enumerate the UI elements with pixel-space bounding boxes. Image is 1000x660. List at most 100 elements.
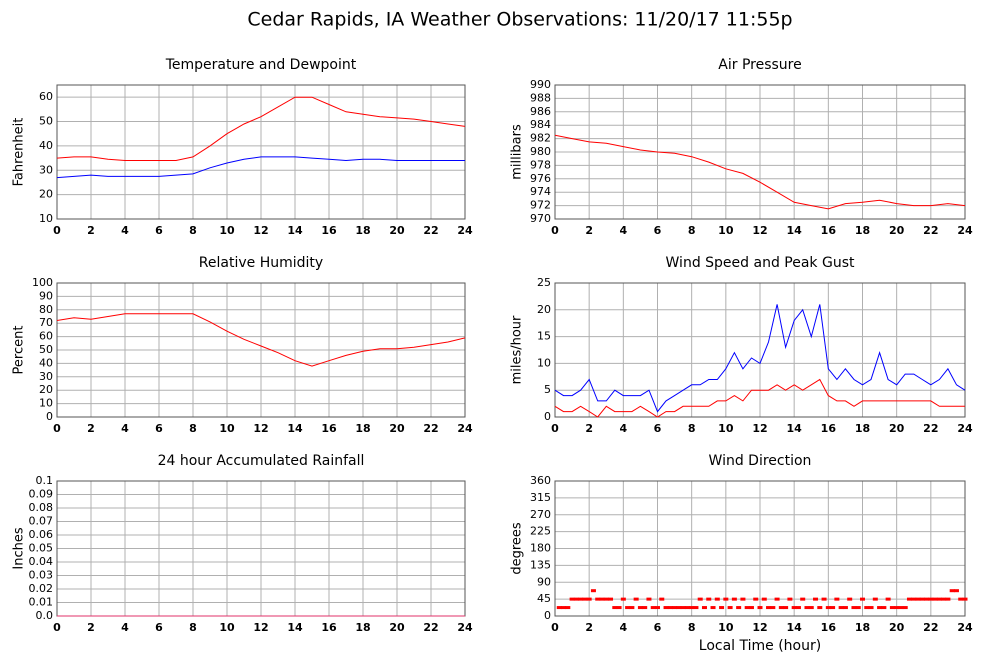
x-tick-label: 6 (155, 224, 163, 237)
point (791, 606, 797, 610)
page-title: Cedar Rapids, IA Weather Observations: 1… (247, 9, 792, 31)
point (889, 606, 895, 610)
x-tick-label: 14 (287, 621, 303, 634)
x-tick-label: 16 (321, 621, 337, 634)
point (902, 606, 908, 610)
x-tick-label: 0 (551, 224, 559, 237)
point (830, 606, 836, 610)
x-tick-label: 18 (355, 422, 370, 435)
y-tick-label: 225 (530, 525, 551, 538)
point (770, 606, 776, 610)
y-tick-label: 60 (39, 90, 53, 103)
point (680, 606, 686, 610)
y-tick-label: 15 (537, 330, 551, 343)
point (731, 597, 737, 601)
x-tick-label: 24 (457, 621, 473, 634)
point (851, 606, 857, 610)
x-tick-label: 16 (821, 422, 837, 435)
point (847, 597, 853, 601)
y-tick-label: 270 (530, 508, 551, 521)
y-tick-label: 984 (530, 118, 551, 131)
y-tick-label: 5 (544, 383, 551, 396)
point (689, 606, 695, 610)
x-tick-label: 14 (287, 422, 303, 435)
x-tick-label: 20 (389, 224, 405, 237)
y-tick-label: 988 (530, 91, 551, 104)
y-tick-label: 0.01 (29, 596, 54, 609)
point (586, 597, 592, 601)
panel: Relative HumidityPercent0102030405060708… (12, 255, 473, 435)
point (565, 606, 571, 610)
point (608, 597, 614, 601)
x-tick-label: 12 (752, 621, 767, 634)
x-tick-label: 8 (189, 621, 197, 634)
x-tick-label: 14 (287, 224, 303, 237)
y-tick-label: 0.09 (29, 488, 54, 501)
x-tick-label: 18 (855, 224, 870, 237)
y-tick-label: 972 (530, 199, 551, 212)
point (642, 606, 648, 610)
point (612, 606, 618, 610)
x-tick-label: 12 (752, 224, 767, 237)
x-tick-label: 24 (457, 422, 473, 435)
point (906, 597, 912, 601)
y-tick-label: 90 (39, 289, 53, 302)
x-tick-label: 20 (889, 621, 905, 634)
x-tick-label: 22 (923, 621, 938, 634)
y-tick-label: 978 (530, 158, 551, 171)
y-tick-label: 45 (537, 592, 551, 605)
x-tick-label: 12 (253, 224, 268, 237)
x-tick-label: 14 (787, 224, 803, 237)
plot-frame (56, 282, 466, 418)
x-tick-label: 20 (389, 621, 405, 634)
y-tick-label: 976 (530, 172, 551, 185)
point (842, 606, 848, 610)
panel: Wind Direction degrees Local Time (hour) 0 4… (510, 453, 973, 654)
point (569, 597, 575, 601)
x-tick-label: 4 (121, 224, 129, 237)
x-tick-label: 24 (457, 224, 473, 237)
x-tick-label: 4 (121, 422, 129, 435)
y-tick-label: 30 (39, 370, 53, 383)
x-tick-label: 0 (53, 422, 61, 435)
x-tick-label: 8 (688, 224, 696, 237)
point (573, 597, 579, 601)
x-tick-label: 0 (551, 621, 559, 634)
y-tick-label: 10 (39, 212, 53, 225)
y-tick-label: 20 (537, 303, 551, 316)
y-tick-label: 0.1 (36, 474, 54, 487)
panel-title: Relative Humidity (199, 255, 323, 271)
point (821, 597, 827, 601)
x-tick-label: 6 (654, 621, 662, 634)
point (834, 597, 840, 601)
y-tick-label: 20 (39, 188, 53, 201)
series-line (554, 304, 966, 413)
point (783, 606, 789, 610)
x-tick-label: 16 (821, 621, 837, 634)
x-tick-label: 2 (585, 224, 593, 237)
point (637, 606, 643, 610)
point (582, 597, 588, 601)
point (787, 597, 793, 601)
x-tick-label: 20 (389, 422, 405, 435)
x-tick-label: 6 (654, 422, 662, 435)
point (727, 606, 733, 610)
y-tick-label: 25 (537, 276, 551, 289)
point (817, 606, 823, 610)
point (911, 597, 917, 601)
x-tick-label: 8 (189, 224, 197, 237)
point (556, 606, 562, 610)
panel: Temperature and DewpointFahrenheit102030… (12, 57, 473, 237)
plot-frame (554, 282, 966, 418)
y-tick-label: 70 (39, 316, 53, 329)
x-tick-label: 2 (87, 621, 95, 634)
point (761, 597, 767, 601)
y-tick-label: 360 (530, 474, 551, 487)
y-tick-label: 970 (530, 212, 551, 225)
panel-title: 24 hour Accumulated Rainfall (158, 453, 365, 469)
point (932, 597, 938, 601)
y-tick-label: 0.0 (36, 609, 54, 622)
point (714, 597, 720, 601)
point (864, 606, 870, 610)
